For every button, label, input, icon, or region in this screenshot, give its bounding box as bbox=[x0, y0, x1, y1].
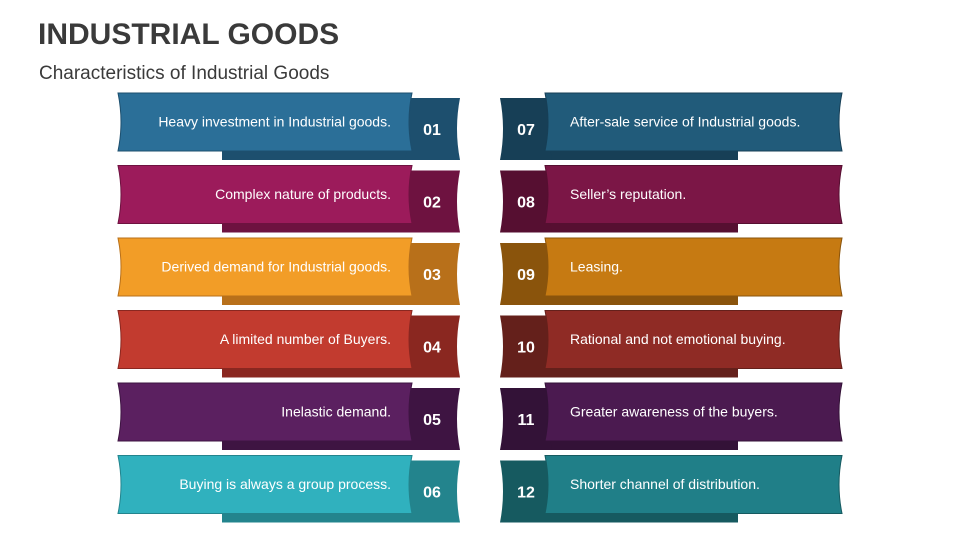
ribbon bbox=[544, 165, 843, 224]
ribbon bbox=[544, 455, 843, 514]
item-text: A limited number of Buyers. bbox=[220, 331, 391, 347]
item-number: 11 bbox=[518, 412, 535, 429]
item-text: Rational and not emotional buying. bbox=[570, 331, 786, 347]
tab bbox=[500, 243, 552, 305]
tab bbox=[405, 460, 460, 523]
tab bbox=[500, 315, 552, 378]
tab bbox=[405, 243, 460, 305]
item-text: Seller’s reputation. bbox=[570, 186, 686, 202]
item-text: Complex nature of products. bbox=[215, 186, 391, 202]
item-text: Inelastic demand. bbox=[281, 404, 391, 420]
item-number: 07 bbox=[517, 122, 535, 139]
item-text: After-sale service of Industrial goods. bbox=[570, 114, 800, 130]
tab bbox=[405, 170, 460, 233]
item-text: Leasing. bbox=[570, 259, 623, 275]
ribbon bbox=[117, 165, 413, 224]
tab bbox=[405, 98, 460, 160]
item-number: 08 bbox=[517, 195, 535, 212]
item-text: Derived demand for Industrial goods. bbox=[161, 259, 391, 275]
title: INDUSTRIAL GOODS bbox=[38, 18, 339, 51]
tab bbox=[405, 315, 460, 378]
item-number: 10 bbox=[517, 340, 535, 357]
tab bbox=[500, 170, 552, 233]
ribbon bbox=[544, 382, 843, 442]
ribbon bbox=[117, 382, 413, 442]
item-number: 04 bbox=[423, 340, 441, 357]
item-number: 09 bbox=[517, 267, 535, 284]
ribbon bbox=[117, 92, 413, 152]
item-text: Buying is always a group process. bbox=[179, 476, 391, 492]
item-text: Heavy investment in Industrial goods. bbox=[158, 114, 391, 130]
tab bbox=[500, 460, 552, 523]
item-number: 03 bbox=[423, 267, 441, 284]
item-number: 01 bbox=[423, 122, 441, 139]
item-number: 06 bbox=[423, 485, 441, 502]
item-number: 02 bbox=[423, 195, 441, 212]
subtitle: Characteristics of Industrial Goods bbox=[39, 63, 329, 84]
tab bbox=[500, 98, 552, 160]
tab bbox=[405, 388, 460, 450]
item-text: Greater awareness of the buyers. bbox=[570, 404, 778, 420]
ribbon bbox=[544, 310, 843, 369]
ribbon bbox=[117, 310, 413, 369]
ribbon bbox=[117, 455, 413, 514]
ribbon bbox=[544, 92, 843, 152]
item-text: Shorter channel of distribution. bbox=[570, 476, 760, 492]
ribbon bbox=[117, 237, 413, 297]
item-number: 12 bbox=[517, 485, 535, 502]
ribbon bbox=[544, 237, 843, 297]
item-number: 05 bbox=[423, 412, 441, 429]
tab bbox=[500, 388, 552, 450]
